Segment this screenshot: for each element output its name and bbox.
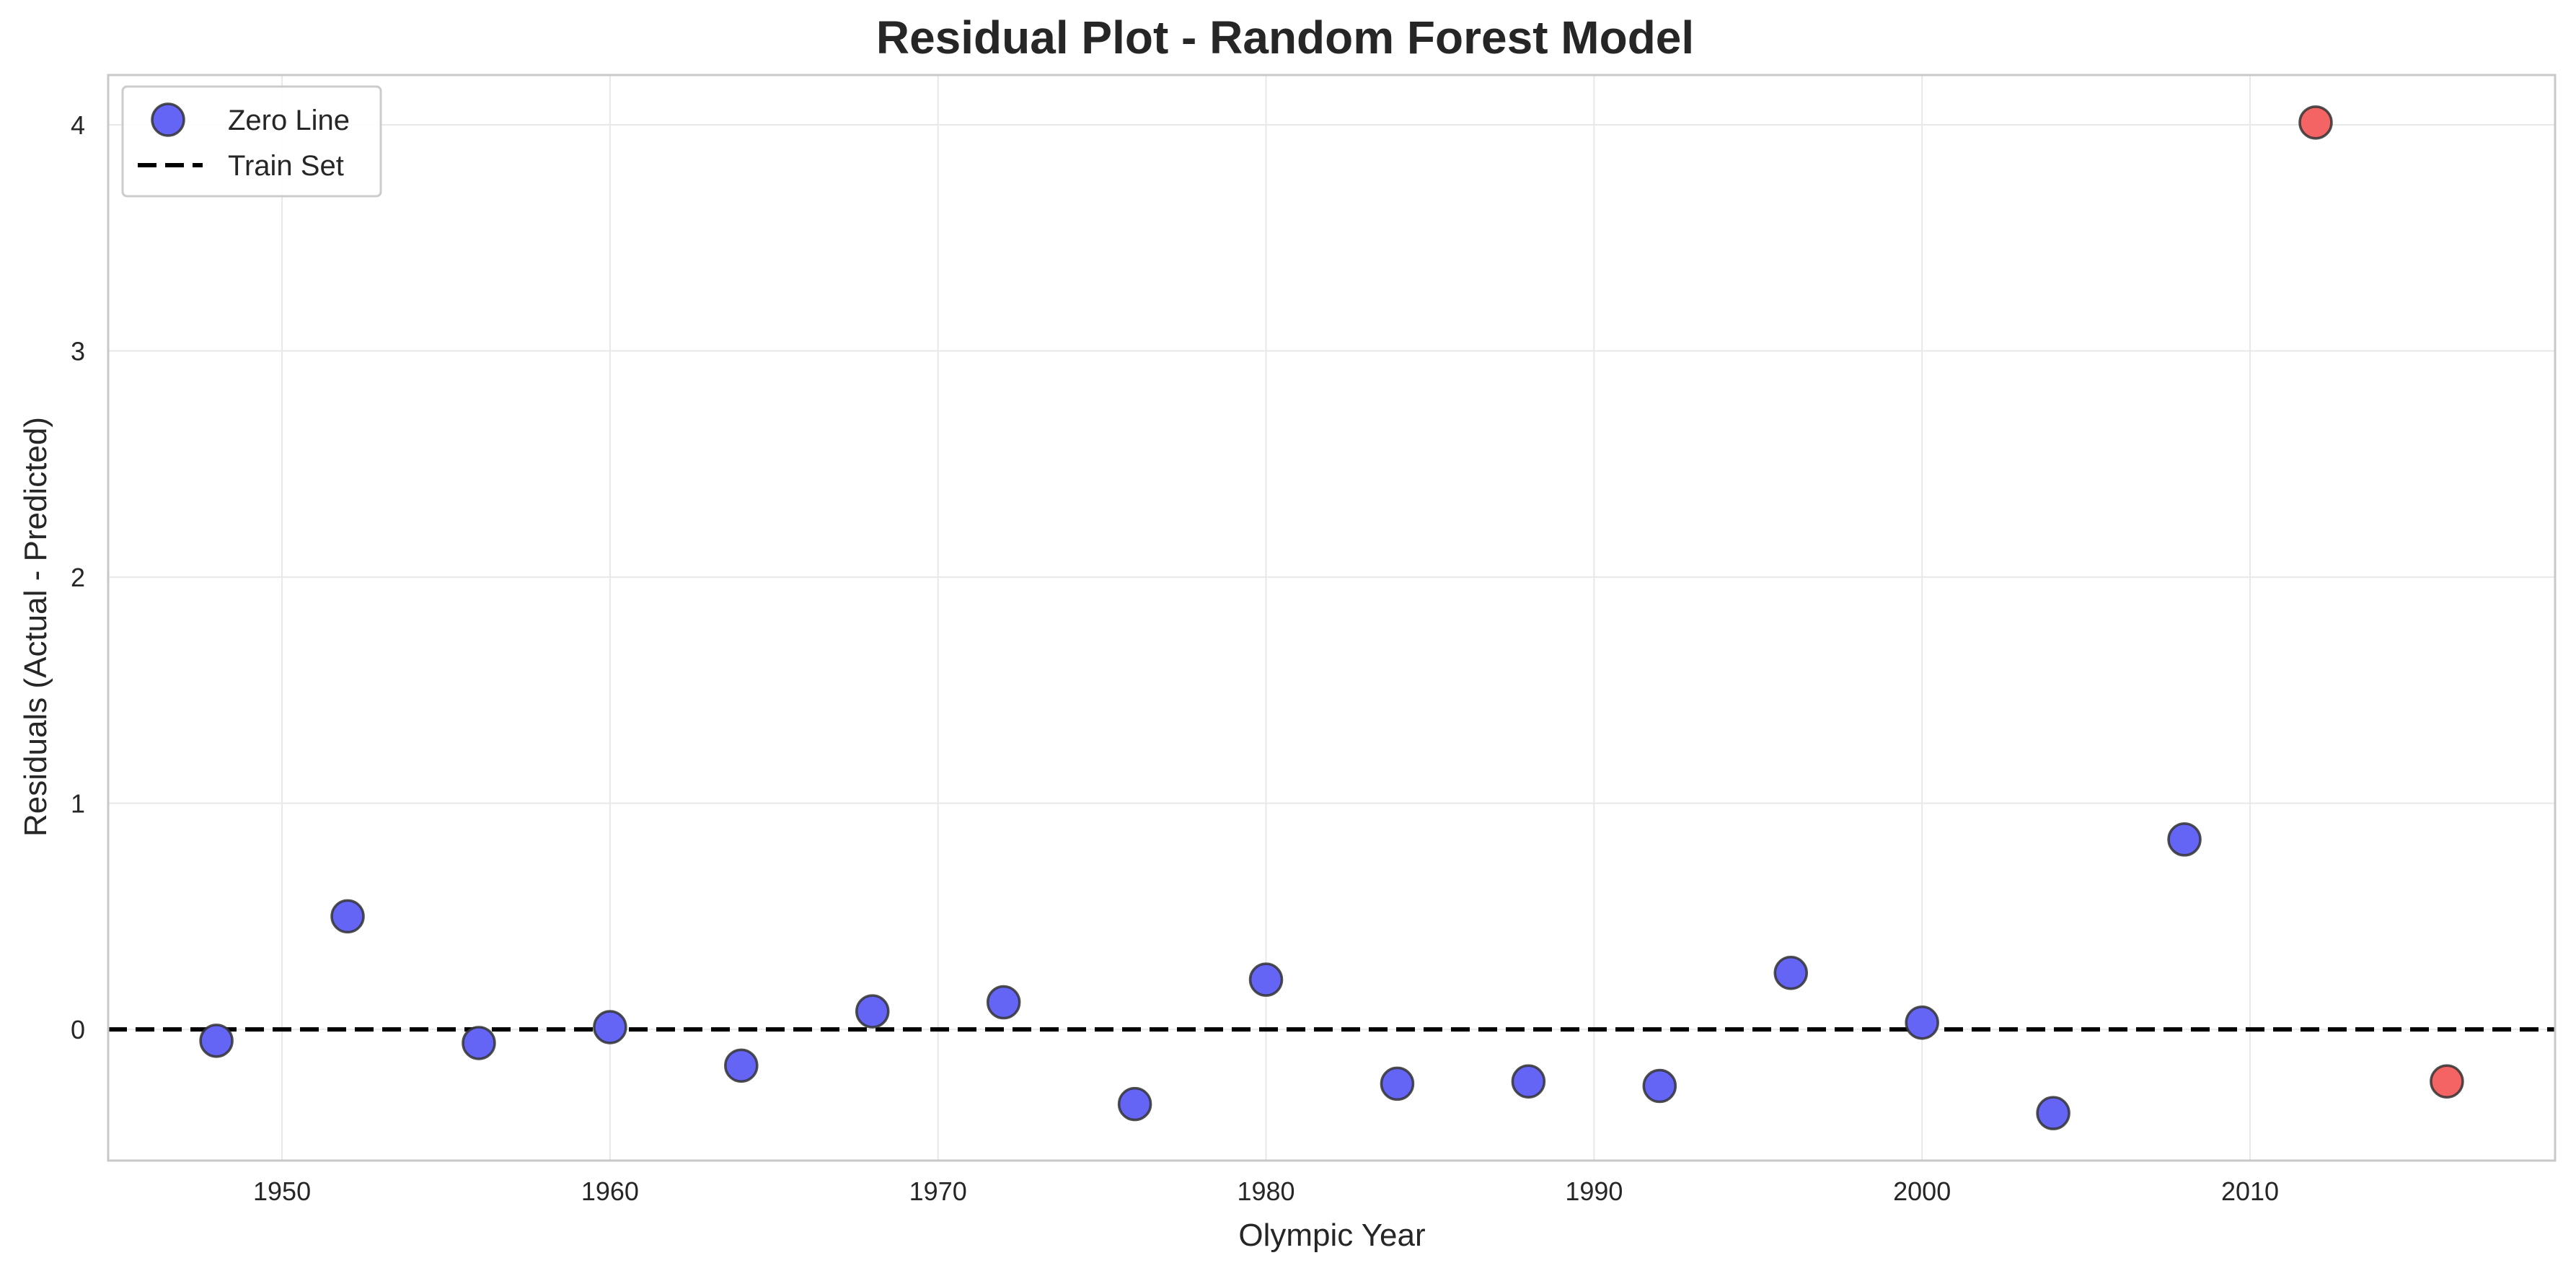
y-axis-label: Residuals (Actual - Predicted) xyxy=(18,417,53,837)
residual-point xyxy=(330,899,365,934)
x-tick-label: 1980 xyxy=(1237,1176,1294,1206)
y-tick-label: 3 xyxy=(71,337,85,366)
x-tick-label: 2000 xyxy=(1893,1176,1951,1206)
x-tick-label: 1950 xyxy=(253,1176,311,1206)
residual-point xyxy=(1905,1005,1939,1040)
grid xyxy=(108,75,2555,1161)
legend: Zero Line Train Set xyxy=(121,85,382,198)
y-tick-label: 2 xyxy=(71,563,85,592)
residual-point xyxy=(462,1026,496,1060)
residual-point xyxy=(1773,956,1809,990)
residual-point xyxy=(1642,1068,1677,1104)
legend-label-1: Train Set xyxy=(228,150,344,182)
residual-point xyxy=(199,1024,234,1058)
y-tick-label: 4 xyxy=(71,110,85,140)
residual-point xyxy=(724,1048,759,1083)
residual-point xyxy=(2167,822,2202,857)
plot-frame xyxy=(107,74,2557,1162)
residual-point xyxy=(1380,1066,1415,1101)
data-points xyxy=(199,105,2464,1130)
legend-marker-circle xyxy=(151,102,185,137)
highlighted-residual-point xyxy=(2430,1064,2464,1099)
x-tick-label: 2010 xyxy=(2221,1176,2279,1206)
residual-point xyxy=(2036,1096,2070,1130)
residual-point xyxy=(986,985,1021,1020)
chart-title: Residual Plot - Random Forest Model xyxy=(876,12,1694,63)
x-axis-label: Olympic Year xyxy=(1238,1218,1425,1253)
y-tick-label: 0 xyxy=(71,1015,85,1044)
legend-box xyxy=(121,85,382,198)
legend-label-0: Zero Line xyxy=(228,105,350,136)
residual-point xyxy=(593,1010,627,1044)
residual-point xyxy=(1248,962,1284,997)
highlighted-residual-point xyxy=(2298,105,2333,140)
x-tick-label: 1960 xyxy=(581,1176,639,1206)
residual-point xyxy=(1511,1064,1546,1099)
y-tick-label: 1 xyxy=(71,789,85,819)
residual-point xyxy=(1117,1086,1152,1122)
x-tick-label: 1990 xyxy=(1565,1176,1623,1206)
residual-point xyxy=(855,994,890,1029)
tick-labels: 1950 1960 1970 1980 1990 2000 2010 0 1 2 3 4 xyxy=(71,110,2279,1206)
x-tick-label: 1970 xyxy=(909,1176,967,1206)
